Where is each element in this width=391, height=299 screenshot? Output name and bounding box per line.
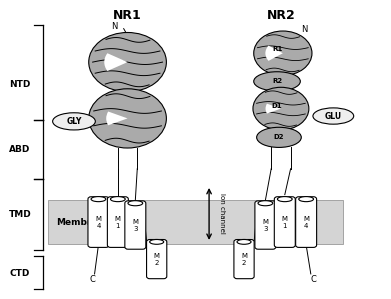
Circle shape	[89, 89, 167, 148]
Text: R1: R1	[272, 46, 282, 52]
Text: ABD: ABD	[9, 145, 30, 154]
FancyBboxPatch shape	[234, 239, 254, 279]
Text: D2: D2	[274, 134, 284, 140]
Ellipse shape	[91, 196, 106, 202]
Text: C: C	[311, 275, 317, 284]
FancyBboxPatch shape	[296, 197, 317, 247]
Text: R2: R2	[272, 78, 282, 84]
Ellipse shape	[258, 201, 273, 206]
FancyBboxPatch shape	[274, 197, 295, 247]
Text: M
1: M 1	[115, 216, 121, 228]
FancyBboxPatch shape	[125, 201, 146, 249]
Ellipse shape	[237, 239, 251, 244]
Circle shape	[254, 31, 312, 75]
Ellipse shape	[299, 196, 314, 202]
Bar	[48, 200, 343, 244]
Ellipse shape	[150, 239, 164, 244]
Circle shape	[89, 33, 167, 92]
Wedge shape	[104, 53, 127, 71]
Ellipse shape	[278, 196, 292, 202]
Circle shape	[253, 87, 309, 130]
FancyBboxPatch shape	[108, 197, 128, 247]
Text: N: N	[301, 25, 307, 34]
Ellipse shape	[128, 201, 143, 206]
Text: NR1: NR1	[113, 9, 142, 22]
Ellipse shape	[111, 196, 125, 202]
Ellipse shape	[254, 72, 300, 91]
Text: TMD: TMD	[9, 210, 32, 219]
Wedge shape	[106, 112, 127, 125]
Text: Ion channel: Ion channel	[219, 193, 225, 234]
Text: C: C	[90, 275, 95, 284]
Text: NR2: NR2	[267, 9, 295, 22]
Wedge shape	[265, 104, 281, 114]
Text: Membrane: Membrane	[56, 218, 110, 227]
Ellipse shape	[53, 113, 95, 130]
FancyBboxPatch shape	[147, 239, 167, 279]
Text: GLU: GLU	[325, 112, 342, 120]
Text: N: N	[111, 22, 117, 31]
Text: M
3: M 3	[132, 219, 138, 231]
Wedge shape	[265, 45, 283, 61]
FancyBboxPatch shape	[88, 197, 109, 247]
Text: GLY: GLY	[66, 117, 82, 126]
Text: D1: D1	[272, 103, 282, 109]
Text: M
2: M 2	[154, 253, 160, 266]
Ellipse shape	[256, 127, 301, 147]
Text: M
3: M 3	[262, 219, 268, 231]
FancyBboxPatch shape	[255, 201, 276, 249]
Text: M
4: M 4	[303, 216, 309, 228]
Text: M
2: M 2	[241, 253, 247, 266]
Ellipse shape	[313, 108, 354, 124]
Text: NTD: NTD	[9, 80, 30, 89]
Text: M
1: M 1	[282, 216, 288, 228]
Text: CTD: CTD	[9, 269, 30, 278]
Text: M
4: M 4	[95, 216, 101, 228]
